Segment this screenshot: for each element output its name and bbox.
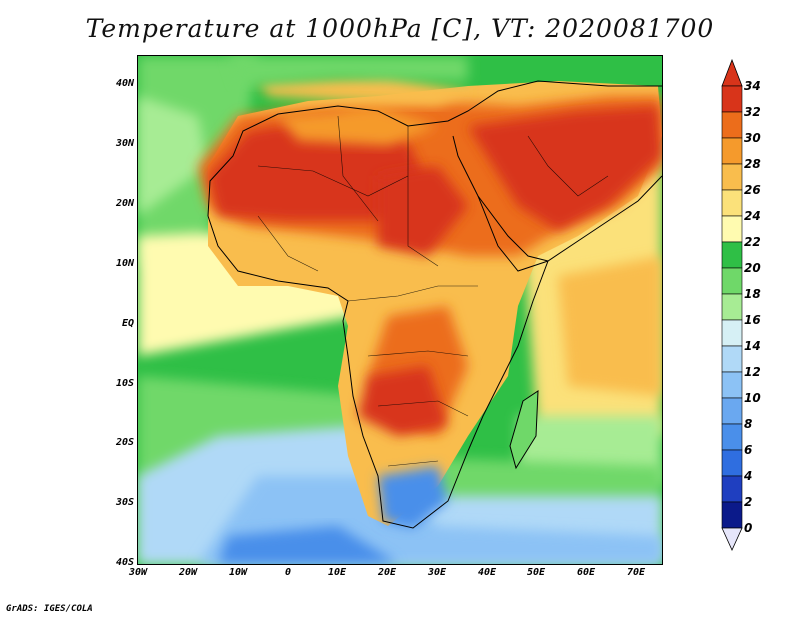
colorbar-segment — [721, 475, 743, 503]
colorbar — [721, 58, 743, 551]
arabia-max — [468, 106, 662, 231]
indian-ocean-warm — [558, 256, 662, 396]
x-tick-label: 60E — [576, 567, 596, 578]
colorbar-segment — [721, 267, 743, 295]
y-tick-label: EQ — [121, 318, 134, 329]
southern-africa-max — [358, 366, 448, 436]
colorbar-segment — [721, 111, 743, 139]
colorbar-segment — [721, 345, 743, 373]
colorbar-segment — [721, 501, 743, 529]
colorbar-label: 2 — [744, 495, 753, 509]
colorbar-segment — [721, 293, 743, 321]
x-tick-label: 0 — [284, 567, 292, 578]
colorbar-segment — [721, 163, 743, 191]
atlantic-cool-patch — [138, 96, 208, 216]
colorbar-segment — [721, 137, 743, 165]
colorbar-segment — [721, 371, 743, 399]
colorbar-label: 34 — [744, 79, 761, 93]
colorbar-segment — [721, 241, 743, 269]
coastlines — [207, 80, 662, 529]
colorbar-label: 22 — [744, 235, 761, 249]
x-tick-label: 20W — [178, 567, 198, 578]
colorbar-label: 8 — [744, 417, 753, 431]
colorbar-label: 14 — [744, 339, 761, 353]
mediterranean — [258, 76, 468, 106]
madagascar — [510, 391, 538, 468]
y-tick-label: 20N — [115, 198, 134, 209]
x-tick-label: 70E — [626, 567, 646, 578]
colorbar-segment — [721, 215, 743, 243]
europe-south — [228, 56, 468, 86]
y-tick-label: 30N — [115, 138, 134, 149]
colorbar-label: 4 — [744, 469, 753, 483]
central-sahara-max — [378, 166, 468, 256]
colorbar-segment — [721, 319, 743, 347]
colorbar-segment — [721, 85, 743, 113]
map-plot-area — [137, 55, 663, 565]
colorbar-label: 0 — [744, 521, 753, 535]
colorbar-label: 12 — [744, 365, 761, 379]
colorbar-label: 20 — [744, 261, 761, 275]
y-tick-label: 30S — [115, 497, 134, 508]
colorbar-label: 26 — [744, 183, 761, 197]
y-tick-label: 10N — [115, 258, 134, 269]
colorbar-top-arrow — [721, 58, 743, 87]
x-tick-label: 30E — [427, 567, 447, 578]
colorbar-segment — [721, 449, 743, 477]
y-tick-label: 10S — [115, 378, 134, 389]
x-tick-label: 30W — [128, 567, 148, 578]
colorbar-bottom-arrow — [721, 527, 743, 551]
temperature-map — [138, 56, 662, 564]
colorbar-label: 16 — [744, 313, 761, 327]
colorbar-label: 24 — [744, 209, 761, 223]
colorbar-label: 28 — [744, 157, 761, 171]
country-borders — [257, 115, 609, 467]
maghreb-warm — [278, 106, 438, 146]
colorbar-label: 30 — [744, 131, 761, 145]
chart-title: Temperature at 1000hPa [C], VT: 20200817… — [85, 14, 715, 43]
x-tick-label: 50E — [526, 567, 546, 578]
y-tick-label: 40S — [115, 557, 134, 568]
y-tick-label: 40N — [115, 78, 134, 89]
x-tick-label: 10E — [327, 567, 347, 578]
y-tick-label: 20S — [115, 437, 134, 448]
colorbar-label: 32 — [744, 105, 761, 119]
x-tick-label: 10W — [228, 567, 248, 578]
south-africa-cool — [378, 466, 448, 528]
x-tick-label: 40E — [477, 567, 497, 578]
credit-text: GrADS: IGES/COLA — [6, 604, 93, 614]
colorbar-label: 10 — [744, 391, 761, 405]
south-ocean-darkblue — [218, 526, 398, 564]
colorbar-segment — [721, 423, 743, 451]
colorbar-label: 18 — [744, 287, 761, 301]
colorbar-label: 6 — [744, 443, 753, 457]
colorbar-segment — [721, 397, 743, 425]
colorbar-segment — [721, 189, 743, 217]
x-tick-label: 20E — [377, 567, 397, 578]
